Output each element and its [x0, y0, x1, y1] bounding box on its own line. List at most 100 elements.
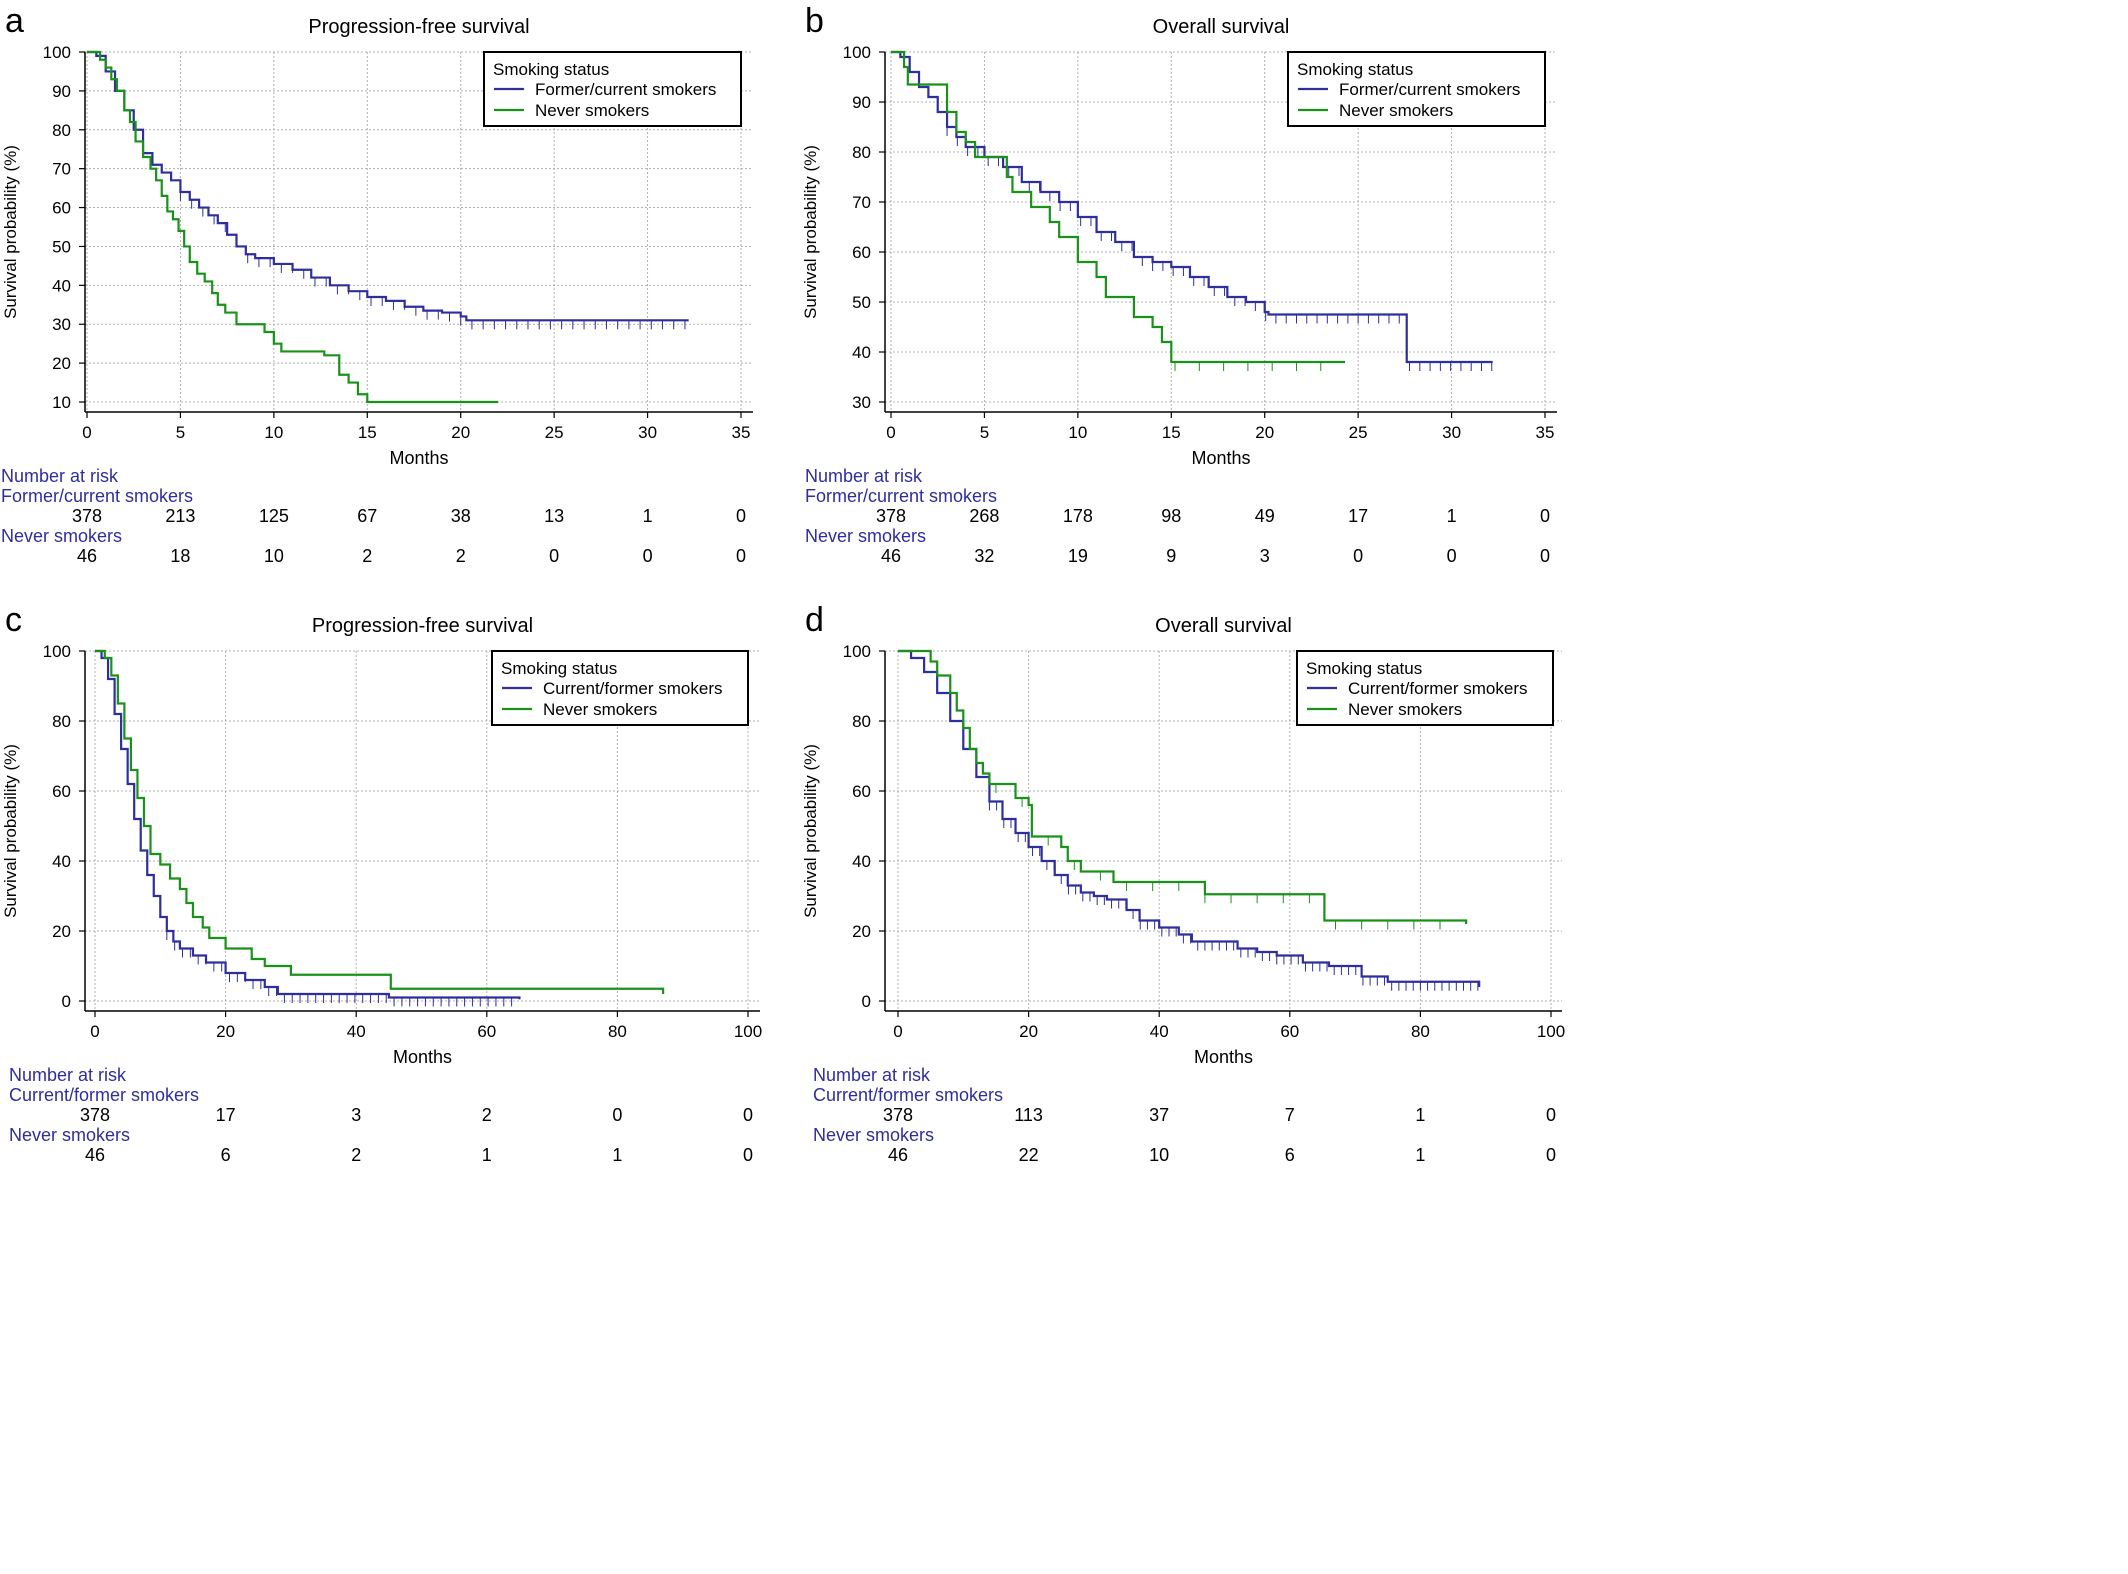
- risk-count: 46: [881, 546, 901, 566]
- risk-group-name: Never smokers: [813, 1125, 934, 1145]
- y-tick-label: 50: [52, 237, 71, 256]
- x-tick-label: 40: [1150, 1022, 1169, 1041]
- legend-entry: Never smokers: [1339, 101, 1453, 120]
- risk-count: 0: [743, 1105, 753, 1125]
- risk-count: 268: [969, 506, 999, 526]
- risk-count: 2: [362, 546, 372, 566]
- legend-entry: Current/former smokers: [1348, 679, 1527, 698]
- risk-count: 125: [259, 506, 289, 526]
- panel-label: c: [5, 601, 22, 639]
- risk-group-name: Never smokers: [9, 1125, 130, 1145]
- y-axis-label: Survival probability (%): [801, 744, 820, 918]
- y-tick-label: 0: [62, 992, 71, 1011]
- panel-label: d: [805, 601, 824, 639]
- y-tick-label: 30: [52, 315, 71, 334]
- x-tick-label: 35: [732, 423, 751, 442]
- y-tick-label: 80: [52, 121, 71, 140]
- risk-count: 17: [216, 1105, 236, 1125]
- x-tick-label: 60: [477, 1022, 496, 1041]
- risk-count: 1: [482, 1145, 492, 1165]
- y-tick-label: 0: [862, 992, 871, 1011]
- risk-count: 0: [743, 1145, 753, 1165]
- risk-count: 13: [544, 506, 564, 526]
- y-axis-label: Survival probability (%): [801, 145, 820, 319]
- risk-group-name: Current/former smokers: [9, 1085, 199, 1105]
- y-tick-label: 70: [52, 160, 71, 179]
- y-tick-label: 60: [52, 199, 71, 218]
- risk-count: 378: [72, 506, 102, 526]
- series-never: [87, 50, 499, 404]
- series-line: [891, 50, 1493, 364]
- x-tick-label: 100: [1537, 1022, 1565, 1041]
- legend-title: Smoking status: [501, 659, 617, 678]
- y-tick-label: 30: [852, 393, 871, 412]
- x-tick-label: 40: [347, 1022, 366, 1041]
- chart-title: Progression-free survival: [312, 615, 533, 637]
- series-never: [891, 50, 1346, 371]
- legend-title: Smoking status: [1297, 60, 1413, 79]
- risk-count: 0: [1447, 546, 1457, 566]
- legend-box: [491, 650, 749, 726]
- y-tick-label: 60: [52, 782, 71, 801]
- series-line: [95, 649, 665, 994]
- legend-box: [1296, 650, 1554, 726]
- y-tick-label: 100: [843, 43, 871, 62]
- risk-count: 378: [876, 506, 906, 526]
- x-tick-label: 80: [608, 1022, 627, 1041]
- risk-count: 0: [612, 1105, 622, 1125]
- y-tick-label: 20: [52, 354, 71, 373]
- y-tick-label: 80: [852, 712, 871, 731]
- risk-count: 98: [1161, 506, 1181, 526]
- x-tick-label: 60: [1280, 1022, 1299, 1041]
- series-line: [87, 50, 499, 404]
- risk-count: 67: [357, 506, 377, 526]
- risk-count: 32: [974, 546, 994, 566]
- risk-count: 17: [1348, 506, 1368, 526]
- x-tick-label: 30: [638, 423, 657, 442]
- x-tick-label: 15: [358, 423, 377, 442]
- series-former: [891, 50, 1493, 371]
- y-tick-label: 80: [52, 712, 71, 731]
- x-tick-label: 30: [1442, 423, 1461, 442]
- series-line: [898, 649, 1468, 924]
- series-line: [891, 50, 1346, 364]
- panel-label: a: [5, 2, 24, 40]
- y-tick-label: 90: [52, 82, 71, 101]
- risk-count: 46: [888, 1145, 908, 1165]
- risk-count: 38: [451, 506, 471, 526]
- x-tick-label: 80: [1411, 1022, 1430, 1041]
- risk-group-name: Never smokers: [805, 526, 926, 546]
- x-axis-label: Months: [393, 1047, 452, 1067]
- y-tick-label: 80: [852, 143, 871, 162]
- risk-count: 2: [351, 1145, 361, 1165]
- y-tick-label: 100: [843, 642, 871, 661]
- risk-count: 0: [549, 546, 559, 566]
- y-tick-label: 40: [52, 276, 71, 295]
- risk-count: 2: [456, 546, 466, 566]
- risk-count: 0: [1546, 1105, 1556, 1125]
- risk-count: 0: [736, 506, 746, 526]
- x-axis-label: Months: [1194, 1047, 1253, 1067]
- risk-count: 10: [264, 546, 284, 566]
- risk-count: 6: [1285, 1145, 1295, 1165]
- legend-box: [483, 51, 742, 127]
- risk-count: 0: [1540, 546, 1550, 566]
- risk-count: 3: [351, 1105, 361, 1125]
- x-tick-label: 0: [90, 1022, 99, 1041]
- chart-title: Overall survival: [1155, 615, 1292, 637]
- legend-entry: Current/former smokers: [543, 679, 722, 698]
- x-tick-label: 5: [176, 423, 185, 442]
- series-former: [95, 649, 521, 1007]
- x-tick-label: 15: [1162, 423, 1181, 442]
- y-axis-label: Survival probability (%): [1, 145, 20, 319]
- y-tick-label: 40: [52, 852, 71, 871]
